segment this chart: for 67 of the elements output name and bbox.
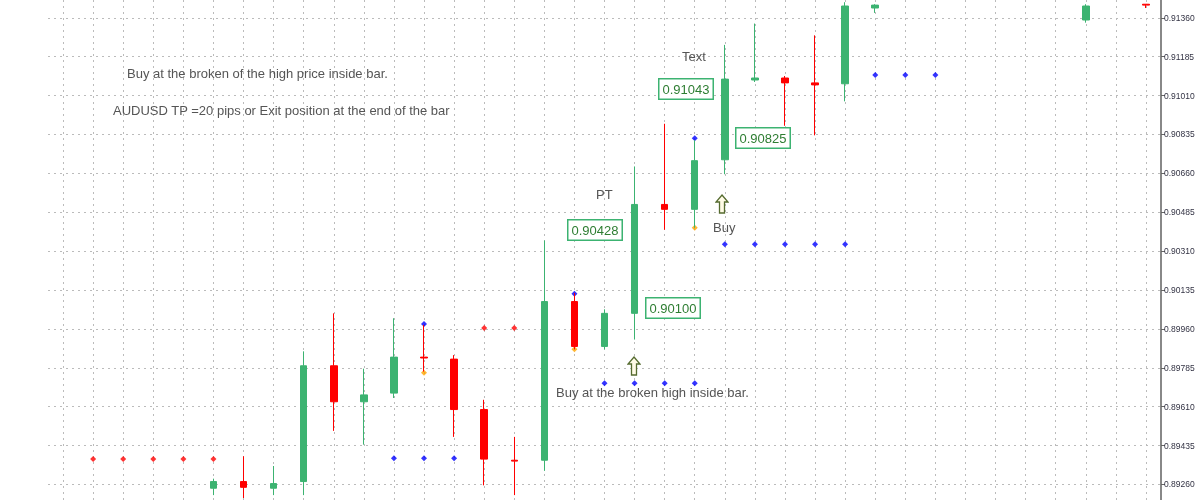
candlestick: [511, 436, 518, 496]
y-tick-label: 0.91010: [1164, 90, 1195, 101]
annotation: AUDUSD TP =20 pips or Exit position at the end of the bar: [113, 103, 451, 118]
annotation: PT: [596, 187, 613, 202]
point: [902, 72, 909, 79]
candlestick: [601, 308, 608, 350]
candlestick: [270, 465, 277, 496]
point: [751, 241, 758, 248]
point: [120, 456, 127, 463]
point: [90, 456, 97, 463]
annotation: 0.91043: [662, 81, 710, 97]
candlestick: [811, 34, 819, 136]
y-tick-label: 0.89785: [1164, 362, 1195, 373]
candlestick: [1082, 3, 1090, 24]
y-tick-label: 0.90835: [1164, 129, 1195, 140]
annotation: Text: [682, 49, 707, 64]
y-tick-label: 0.91360: [1164, 12, 1195, 23]
point: [631, 380, 638, 387]
point: [451, 455, 458, 462]
point: [842, 241, 849, 248]
point: [601, 380, 608, 387]
candlestick: [871, 3, 879, 14]
candlestick: [330, 312, 338, 432]
point: [661, 380, 668, 387]
point: [721, 241, 728, 248]
candlestick: [210, 478, 217, 496]
annotation: Buy at the broken of the high price inside bar.: [127, 66, 388, 81]
y-tick-label: 0.91185: [1164, 51, 1195, 62]
annotation: Buy at the broken high inside bar.: [556, 385, 749, 400]
point: [691, 380, 698, 387]
point: [932, 72, 939, 79]
point: [511, 325, 518, 331]
annotation: 0.90428: [571, 222, 619, 238]
candlestick: [300, 350, 307, 496]
annotation: 0.90825: [739, 130, 787, 146]
y-tick-label: 0.89435: [1164, 440, 1195, 451]
point: [180, 456, 187, 463]
candlestick: [480, 399, 488, 486]
point: [421, 455, 428, 462]
point: [481, 325, 488, 331]
annotation: Buy: [713, 220, 736, 235]
candlestick: [240, 455, 247, 499]
point: [210, 456, 217, 463]
y-tick-label: 0.90135: [1164, 285, 1195, 295]
y-tick-label: 0.90310: [1164, 246, 1195, 257]
y-tick-label: 0.90485: [1164, 207, 1195, 218]
candlestick: [390, 317, 398, 399]
point: [390, 455, 397, 462]
point: [812, 241, 819, 248]
y-tick-label: 0.90660: [1164, 168, 1195, 179]
annotation: 0.90100: [649, 300, 697, 316]
candlestick: [661, 123, 668, 231]
candlestick: [420, 324, 428, 373]
y-tick-label: 0.89610: [1164, 401, 1195, 412]
candlestick: [751, 23, 759, 83]
y-tick-label: 0.89960: [1164, 323, 1195, 334]
candlestick: [450, 354, 458, 438]
candlestick: [1142, 3, 1150, 9]
candlestick: [781, 75, 789, 127]
point: [150, 456, 157, 463]
candlestick: [841, 1, 849, 102]
point: [781, 241, 788, 248]
candlestick: [721, 44, 729, 175]
y-tick-label: 0.89260: [1164, 479, 1195, 490]
point: [691, 135, 698, 142]
candlestick: [360, 368, 368, 446]
point: [872, 72, 879, 79]
